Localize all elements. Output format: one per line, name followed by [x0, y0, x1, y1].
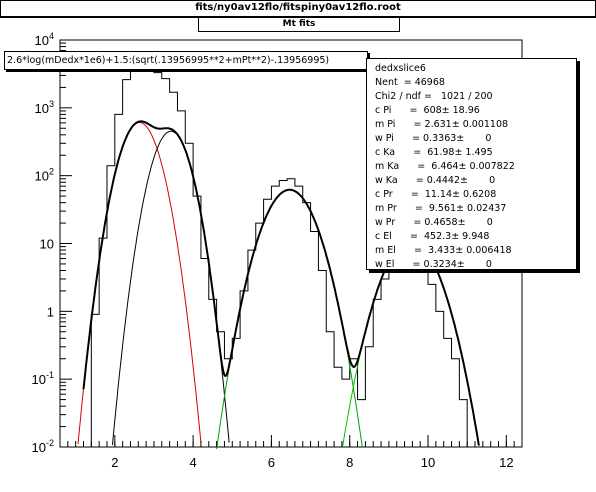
stats-row: m Pi = 2.631± 0.001108: [375, 119, 509, 130]
axis-ticks: 2 4 6 8 10 12 10-2 10-1 1 10 102 103 104: [32, 31, 523, 470]
x-tick-label: 10: [421, 455, 435, 470]
draw-formula-label: 2.6*log(mDedx*1e6)+1.5:(sqrt(.13956995**…: [4, 51, 368, 70]
histogram-title: Mt fits: [198, 17, 400, 32]
stats-row: m El = 3.433± 0.006418: [375, 245, 512, 256]
stats-name: dedxslice6: [375, 63, 426, 74]
stats-row: c Pi = 608± 18.96: [375, 105, 480, 116]
y-tick-label: 1: [47, 304, 54, 319]
x-tick-label: 2: [111, 455, 118, 470]
y-tick-label: 10-2: [32, 438, 54, 455]
x-tick-label: 6: [268, 455, 275, 470]
y-tick-label: 102: [35, 167, 54, 184]
stats-row: w Pi = 0.3363± 0: [375, 133, 492, 144]
stats-row: m Ka = 6.464± 0.007822: [375, 161, 515, 172]
x-tick-label: 8: [346, 455, 353, 470]
y-tick-label: 10-1: [32, 370, 54, 387]
stats-row: w Ka = 0.4442± 0: [375, 175, 496, 186]
stats-row: c Ka = 61.98± 1.495: [375, 147, 493, 158]
window-title: fits/ny0av12flo/fitspiny0av12flo.root: [195, 2, 401, 13]
stats-row: Chi2 / ndf = 1021 / 200: [375, 91, 493, 102]
x-tick-label: 12: [499, 455, 513, 470]
stats-row: c El = 452.3± 9.948: [375, 231, 490, 242]
stats-row: c Pr = 11.14± 0.6208: [375, 189, 497, 200]
stats-row: m Pr = 9.561± 0.02437: [375, 203, 507, 214]
stats-row: w Pr = 0.4658± 0: [375, 217, 493, 228]
x-tick-label: 4: [190, 455, 197, 470]
y-tick-label: 10: [40, 237, 54, 252]
stats-row: Nent = 46968: [375, 77, 445, 88]
stats-box: dedxslice6 Nent = 46968 Chi2 / ndf = 1021…: [366, 58, 577, 270]
stats-row: w El = 0.3234± 0: [375, 259, 492, 270]
y-tick-label: 104: [35, 31, 54, 48]
y-tick-label: 103: [35, 99, 54, 116]
